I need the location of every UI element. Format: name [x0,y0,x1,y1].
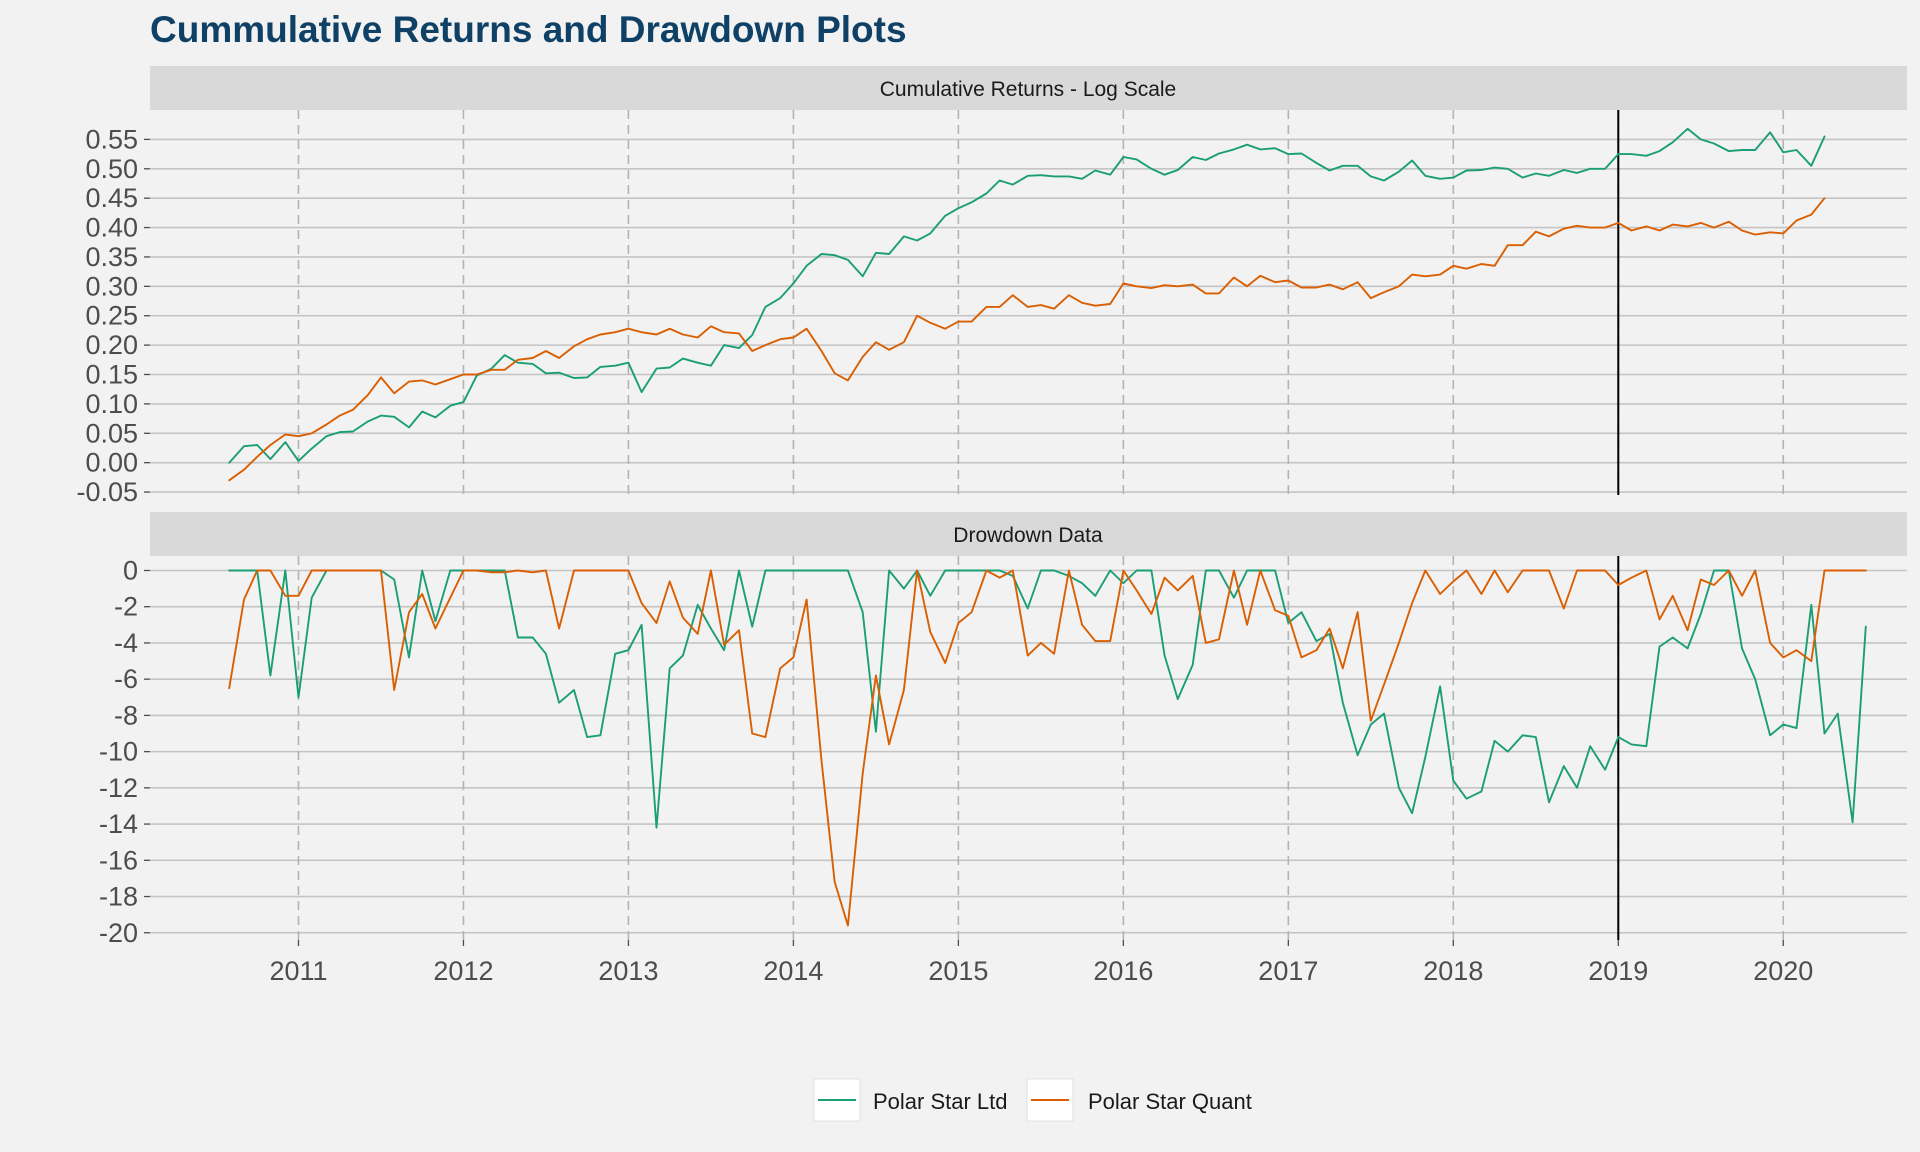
y-tick-label: 0.20 [85,330,138,360]
x-tick-label: 2014 [763,956,823,986]
y-tick-label: 0.40 [85,213,138,243]
y-tick-label: 0.35 [85,242,138,272]
panel-1-strip [150,66,1907,110]
x-tick-label: 2018 [1423,956,1483,986]
x-tick-label: 2013 [598,956,658,986]
y-tick-label: 0.45 [85,183,138,213]
x-tick-label: 2011 [269,956,327,986]
series-line-polar-star-ltd [228,127,1826,464]
y-tick-label: 0.15 [85,360,138,390]
panel-drawdown: 0 -2 -4 -6 -8 -10 -12 -14 -16 -18 -20 [99,555,1907,948]
y-tick-label: 0.50 [85,154,138,184]
y-tick-label: -12 [99,773,138,803]
panel-cumulative-returns: -0.050.000.050.100.150.200.250.300.350.4… [76,110,1907,507]
y-tick-label: 0.10 [85,389,138,419]
y-tick-label: -0.05 [76,477,138,507]
panel-2-title: Drowdown Data [953,524,1103,547]
panel-1-title: Cumulative Returns - Log Scale [880,78,1176,101]
series-line-polar-star-ltd [228,569,1867,829]
legend-label-quant: Polar Star Quant [1088,1089,1252,1114]
x-tick-label: 2015 [928,956,988,986]
x-tick-label: 2012 [433,956,493,986]
legend: Polar Star Ltd Polar Star Quant [813,1078,1252,1122]
y-tick-label: 0.55 [85,124,138,154]
x-tick-label: 2019 [1588,956,1648,986]
y-tick-label: 0.05 [85,418,138,448]
y-tick-label: 0.30 [85,271,138,301]
y-tick-label: -2 [114,592,138,622]
x-tick-label: 2016 [1093,956,1153,986]
y-tick-label: -16 [99,845,138,875]
series-line-polar-star-quant [228,569,1867,927]
chart-title: Cummulative Returns and Drawdown Plots [150,9,907,50]
panel-2-strip [150,512,1907,556]
x-tick-label: 2020 [1753,956,1813,986]
y-tick-label: 0 [123,555,138,585]
y-tick-label: -10 [99,737,138,767]
y-tick-label: -14 [99,809,138,839]
y-tick-label: -8 [114,700,138,730]
x-axis: 2011 2012 2013 2014 2015 2016 2017 2018 2019 2020 [269,940,1813,986]
y-tick-label: -6 [114,664,138,694]
y-tick-label: -4 [114,628,138,658]
legend-label-ltd: Polar Star Ltd [873,1089,1008,1114]
series-line-polar-star-quant [228,197,1826,482]
y-tick-label: 0.00 [85,448,138,478]
y-tick-label: -18 [99,882,138,912]
y-tick-label: -20 [99,918,138,948]
y-tick-label: 0.25 [85,301,138,331]
x-tick-label: 2017 [1258,956,1318,986]
